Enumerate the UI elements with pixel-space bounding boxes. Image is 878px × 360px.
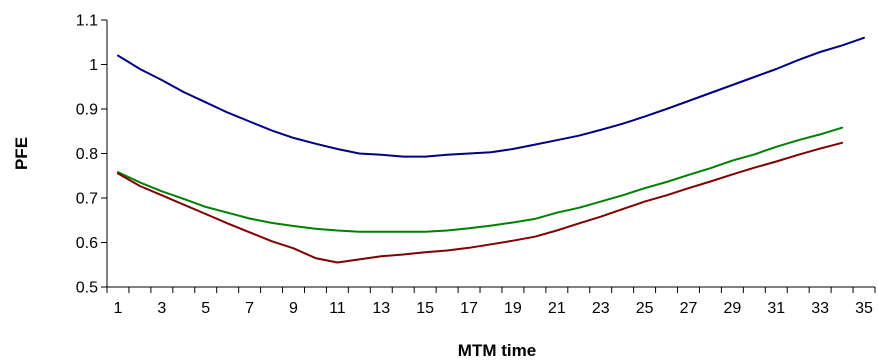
y-tick-label: 0.6 — [76, 235, 98, 252]
x-tick-label: 31 — [767, 300, 785, 317]
x-tick-label: 21 — [548, 300, 566, 317]
x-tick-label: 33 — [811, 300, 829, 317]
x-axis-title: MTM time — [458, 341, 536, 360]
series-line-1 — [117, 36, 865, 158]
y-tick-label: 0.8 — [76, 146, 98, 163]
series-group — [117, 36, 865, 264]
x-tick-label: 5 — [201, 300, 210, 317]
x-tick-label: 19 — [504, 300, 522, 317]
x-tick-label: 29 — [723, 300, 741, 317]
x-tick-label: 25 — [636, 300, 654, 317]
y-tick-label: 1.1 — [76, 13, 98, 30]
x-tick-label: 1 — [114, 300, 123, 317]
x-tick-label: 35 — [855, 300, 873, 317]
series-line-3 — [117, 141, 844, 264]
x-tick-label: 9 — [289, 300, 298, 317]
series-line-2 — [117, 126, 844, 233]
x-tick-label: 23 — [592, 300, 610, 317]
x-axis: 1 3 5 7 9 11 13 15 17 19 21 23 25 27 29 31 33 35 — [106, 287, 876, 317]
x-tick-label: 7 — [245, 300, 254, 317]
x-tick-label: 17 — [460, 300, 478, 317]
y-tick-label: 0.5 — [76, 280, 98, 297]
x-tick-label: 13 — [372, 300, 390, 317]
x-tick-label: 11 — [329, 300, 346, 317]
y-tick-label: 0.7 — [76, 191, 98, 208]
y-axis-title: PFE — [12, 137, 31, 170]
x-tick-label: 27 — [680, 300, 698, 317]
y-tick-label: 1 — [89, 57, 98, 74]
y-tick-label: 0.9 — [76, 102, 98, 119]
y-axis: 0.5 0.6 0.7 0.8 0.9 1 1.1 — [76, 13, 107, 297]
x-tick-label: 15 — [416, 300, 434, 317]
x-tick-label: 3 — [157, 300, 166, 317]
